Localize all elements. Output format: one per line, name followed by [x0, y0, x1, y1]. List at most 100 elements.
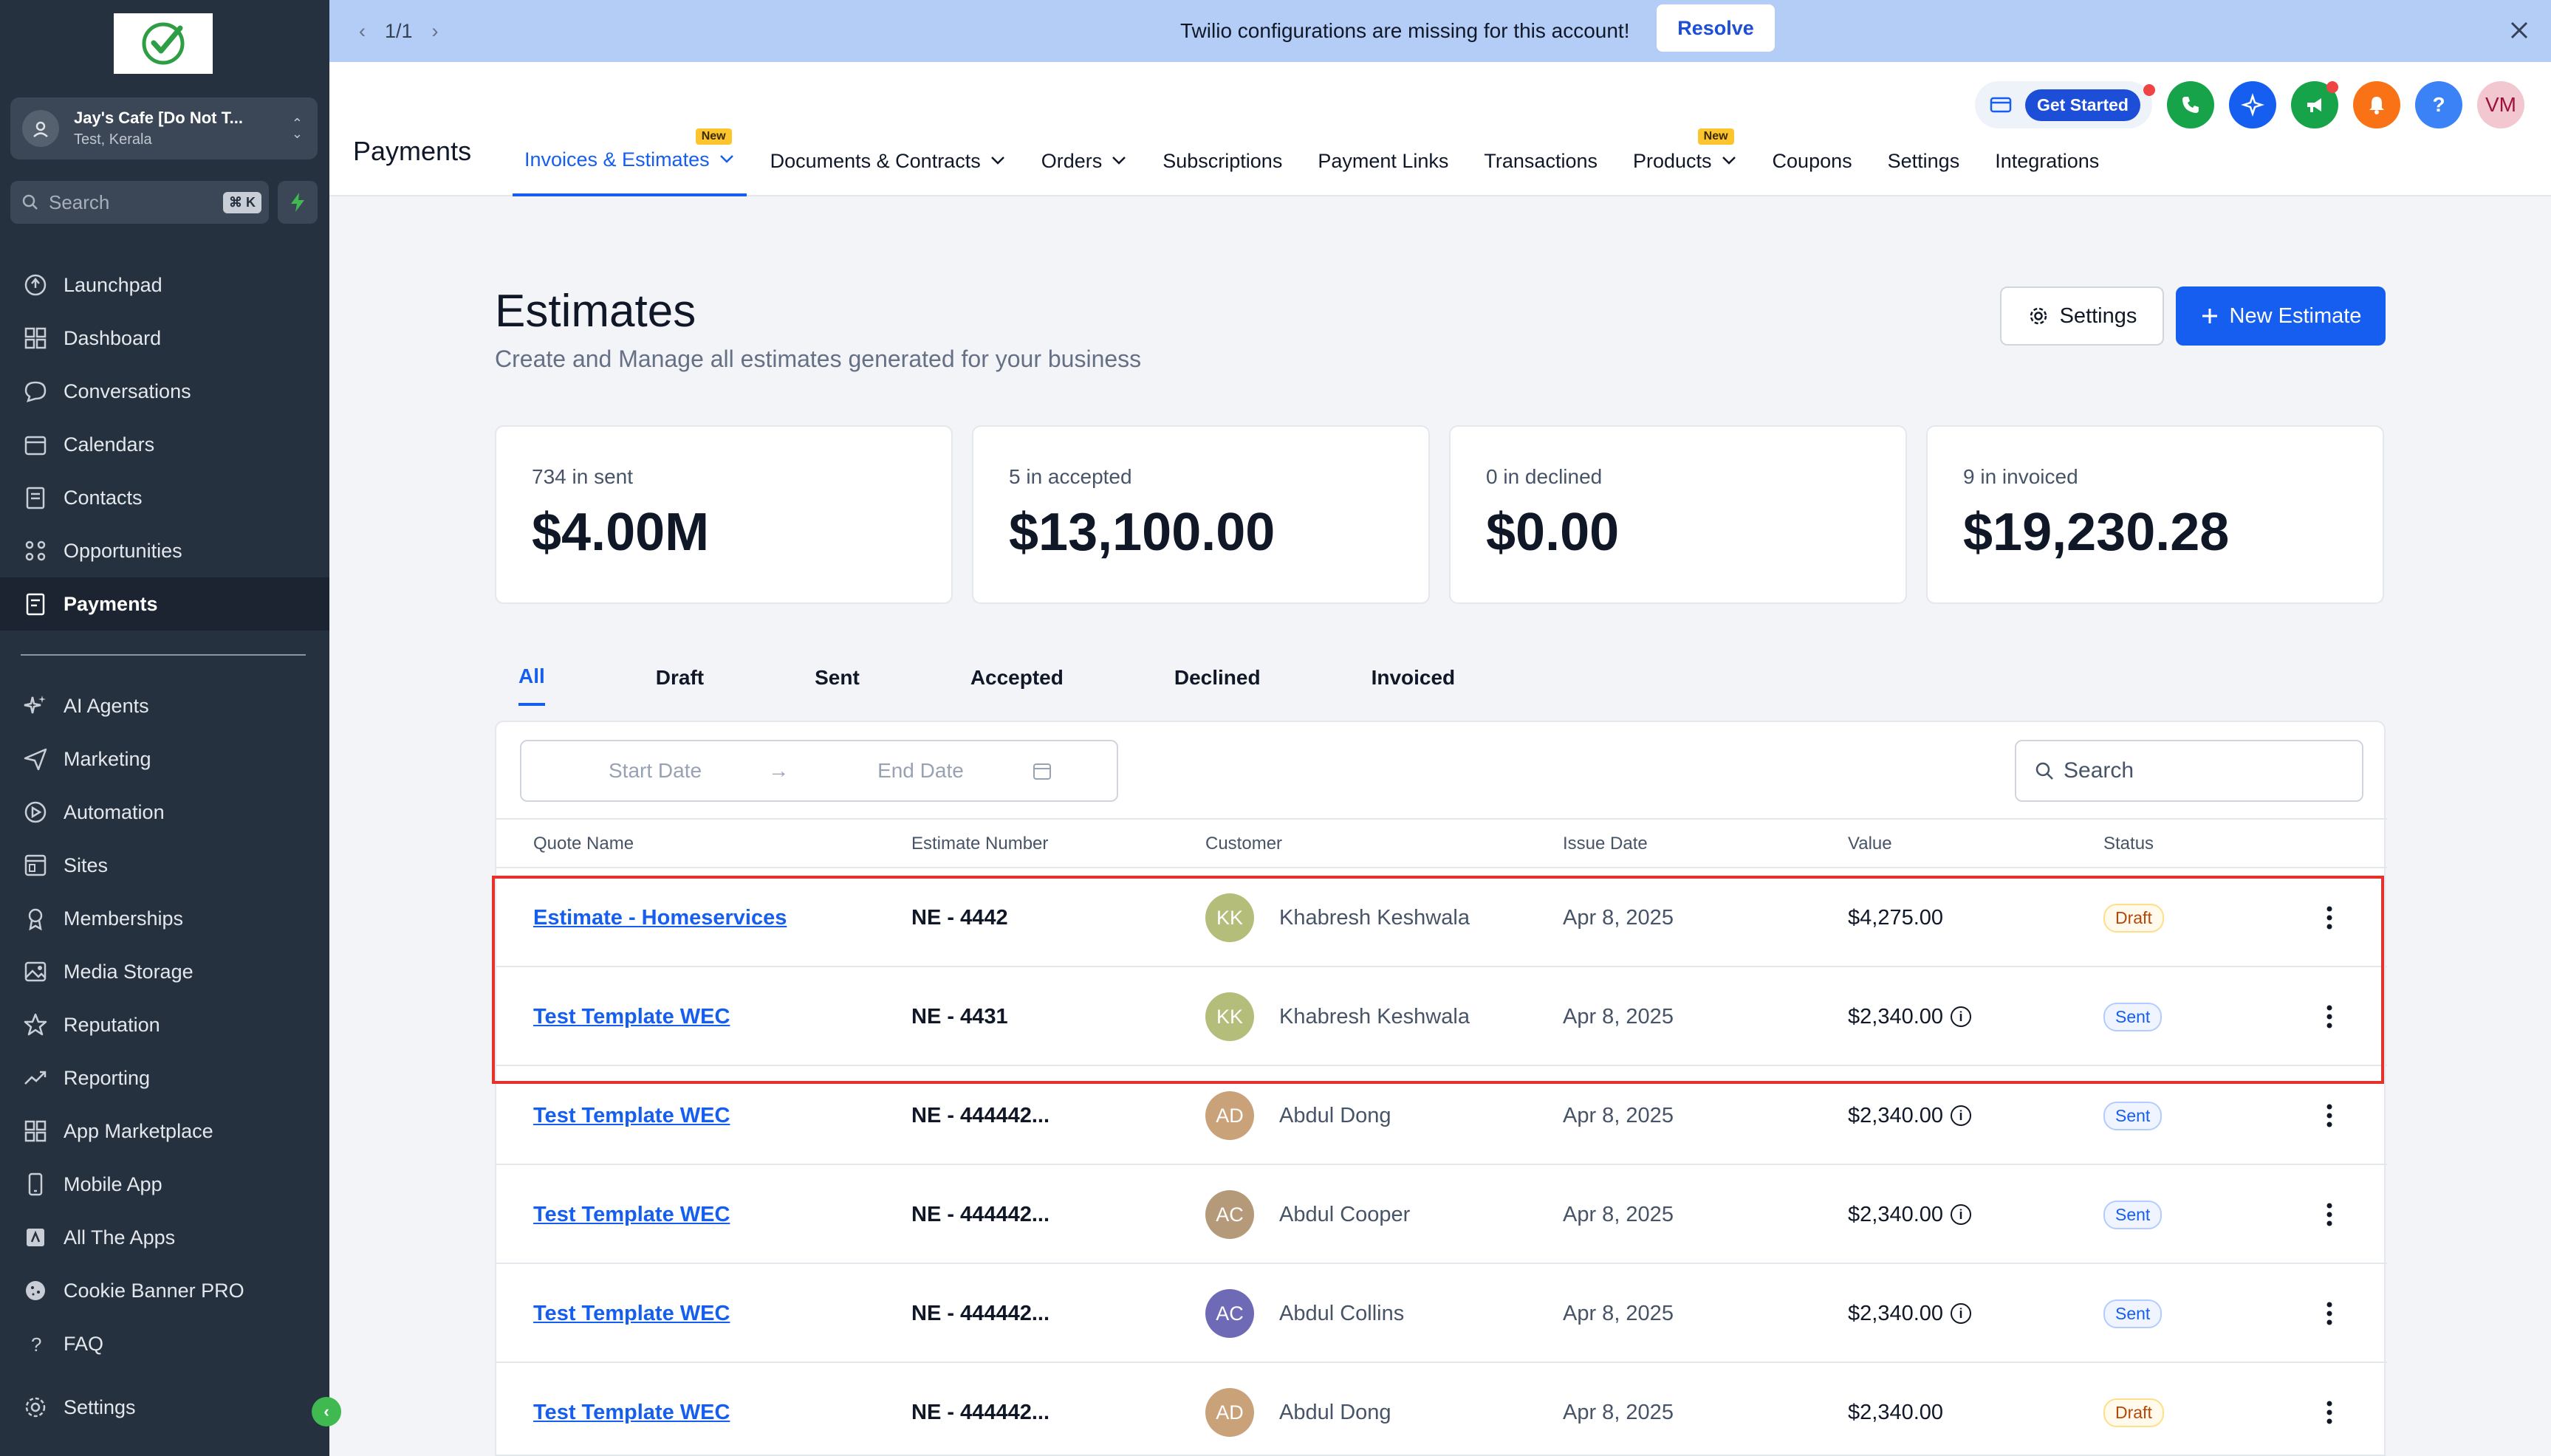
- end-date-input[interactable]: End Date: [877, 759, 964, 782]
- col-value[interactable]: Value: [1848, 834, 1892, 854]
- sidebar-item-app-marketplace[interactable]: App Marketplace: [0, 1105, 329, 1158]
- header-tabs: Invoices & Estimates New Documents & Contr…: [513, 126, 2123, 196]
- start-date-input[interactable]: Start Date: [609, 759, 702, 782]
- bell-icon[interactable]: [2353, 81, 2400, 128]
- sidebar-item-settings[interactable]: Settings: [0, 1381, 329, 1434]
- table-row[interactable]: Test Template WEC NE - 444442... AC Abdul C…: [496, 1165, 2387, 1264]
- more-options-icon[interactable]: [2315, 1363, 2344, 1456]
- more-options-icon[interactable]: [2315, 1264, 2344, 1363]
- sidebar-item-all-the-apps[interactable]: All The Apps: [0, 1211, 329, 1264]
- sidebar-item-media-storage[interactable]: Media Storage: [0, 945, 329, 998]
- tab-coupons[interactable]: Coupons: [1761, 126, 1864, 196]
- status-badge: Sent: [2103, 1299, 2163, 1328]
- tab-documents-contracts[interactable]: Documents & Contracts: [759, 126, 1018, 196]
- sidebar-item-cookie-banner-pro[interactable]: Cookie Banner PRO: [0, 1264, 329, 1317]
- get-started-button[interactable]: Get Started: [2025, 89, 2140, 121]
- close-icon[interactable]: [2501, 12, 2538, 49]
- tab-integrations[interactable]: Integrations: [1983, 126, 2111, 196]
- tab-settings[interactable]: Settings: [1876, 126, 1972, 196]
- filter-tab-sent[interactable]: Sent: [815, 666, 860, 689]
- new-estimate-button[interactable]: New Estimate: [2176, 286, 2386, 346]
- chevron-right-icon[interactable]: ›: [431, 19, 439, 42]
- sidebar-item-reporting[interactable]: Reporting: [0, 1051, 329, 1105]
- info-icon[interactable]: i: [1951, 1006, 1972, 1027]
- quote-name-link[interactable]: Test Template WEC: [533, 1400, 730, 1424]
- table-row[interactable]: Test Template WEC NE - 444442... AC Abdul C…: [496, 1264, 2387, 1363]
- filter-tab-draft[interactable]: Draft: [655, 666, 705, 689]
- sidebar-item-ai-agents[interactable]: AI Agents: [0, 679, 329, 732]
- sidebar-item-label: Payments: [64, 592, 158, 615]
- sidebar-item-launchpad[interactable]: Launchpad: [0, 258, 329, 312]
- table-row[interactable]: Test Template WEC NE - 4431 KK Khabresh Kes…: [496, 967, 2387, 1066]
- help-icon[interactable]: ?: [2415, 81, 2462, 128]
- tab-products[interactable]: Products New: [1621, 126, 1749, 196]
- sidebar-item-conversations[interactable]: Conversations: [0, 365, 329, 418]
- sidebar-item-faq[interactable]: ? FAQ: [0, 1317, 329, 1370]
- collapse-sidebar-button[interactable]: ‹: [312, 1397, 341, 1426]
- sidebar-item-marketing[interactable]: Marketing: [0, 732, 329, 786]
- sidebar-search[interactable]: Search ⌘ K: [10, 181, 269, 224]
- sidebar-item-dashboard[interactable]: Dashboard: [0, 312, 329, 365]
- quote-name-link[interactable]: Estimate - Homeservices: [533, 905, 787, 930]
- chevron-updown-icon: ⌃ ⌄: [291, 116, 303, 141]
- phone-icon[interactable]: [2167, 81, 2214, 128]
- sidebar-item-opportunities[interactable]: Opportunities: [0, 524, 329, 577]
- sidebar-item-payments[interactable]: Payments: [0, 577, 329, 631]
- megaphone-icon[interactable]: [2291, 81, 2338, 128]
- quote-name-link[interactable]: Test Template WEC: [533, 1301, 730, 1325]
- estimates-settings-button[interactable]: Settings: [2000, 286, 2164, 346]
- tab-subscriptions[interactable]: Subscriptions: [1151, 126, 1294, 196]
- sidebar-item-sites[interactable]: Sites: [0, 839, 329, 892]
- table-row[interactable]: Test Template WEC NE - 444442... AD Abdul D…: [496, 1363, 2387, 1456]
- company-logo[interactable]: [114, 13, 213, 74]
- get-started-widget[interactable]: Get Started: [1975, 81, 2155, 128]
- estimate-value: $2,340.00: [1848, 1103, 1944, 1127]
- resolve-button[interactable]: Resolve: [1657, 4, 1775, 52]
- user-avatar[interactable]: VM: [2477, 81, 2524, 128]
- table-search-input[interactable]: Search: [2015, 740, 2363, 802]
- sidebar-item-memberships[interactable]: Memberships: [0, 892, 329, 945]
- col-customer[interactable]: Customer: [1205, 834, 1283, 854]
- account-switcher[interactable]: Jay's Cafe [Do Not T... Test, Kerala ⌃ ⌄: [10, 97, 318, 159]
- filter-tab-invoiced[interactable]: Invoiced: [1371, 666, 1456, 689]
- quote-name-link[interactable]: Test Template WEC: [533, 1202, 730, 1226]
- calendar-icon: [22, 431, 49, 458]
- more-options-icon[interactable]: [2315, 1165, 2344, 1264]
- stat-label: 9 in invoiced: [1963, 465, 2078, 488]
- filter-tab-accepted[interactable]: Accepted: [970, 666, 1064, 689]
- table-row[interactable]: Test Template WEC NE - 444442... AD Abdul D…: [496, 1066, 2387, 1165]
- estimates-table: Start Date → End Date Search Quote Name …: [495, 721, 2387, 1456]
- info-icon[interactable]: i: [1951, 1204, 1972, 1225]
- sidebar-item-contacts[interactable]: Contacts: [0, 471, 329, 524]
- tab-orders[interactable]: Orders: [1030, 126, 1140, 196]
- filter-tab-all[interactable]: All: [518, 650, 545, 706]
- date-range-picker[interactable]: Start Date → End Date: [520, 740, 1118, 802]
- chevron-left-icon[interactable]: ‹: [359, 19, 366, 42]
- more-options-icon[interactable]: [2315, 1066, 2344, 1165]
- tab-transactions[interactable]: Transactions: [1472, 126, 1609, 196]
- ai-sparkle-icon[interactable]: [2229, 81, 2276, 128]
- more-options-icon[interactable]: [2315, 868, 2344, 967]
- sidebar-item-reputation[interactable]: Reputation: [0, 998, 329, 1051]
- filter-tab-declined[interactable]: Declined: [1174, 666, 1261, 689]
- sidebar-item-automation[interactable]: Automation: [0, 786, 329, 839]
- col-estimate-number[interactable]: Estimate Number: [911, 834, 1049, 854]
- col-status[interactable]: Status: [2103, 834, 2154, 854]
- quote-name-link[interactable]: Test Template WEC: [533, 1103, 730, 1127]
- tab-payment-links[interactable]: Payment Links: [1306, 126, 1460, 196]
- sidebar-item-mobile-app[interactable]: Mobile App: [0, 1158, 329, 1211]
- info-icon[interactable]: i: [1951, 1303, 1972, 1324]
- col-issue-date[interactable]: Issue Date: [1563, 834, 1648, 854]
- tab-label: Subscriptions: [1162, 149, 1283, 172]
- tab-invoices-estimates[interactable]: Invoices & Estimates New: [513, 126, 747, 196]
- quote-name-link[interactable]: Test Template WEC: [533, 1004, 730, 1029]
- issue-date: Apr 8, 2025: [1563, 1301, 1674, 1325]
- table-row[interactable]: Estimate - Homeservices NE - 4442 KK Khabre…: [496, 868, 2387, 967]
- col-quote-name[interactable]: Quote Name: [533, 834, 634, 854]
- more-options-icon[interactable]: [2315, 967, 2344, 1066]
- info-icon[interactable]: i: [1951, 1105, 1972, 1126]
- sidebar-item-calendars[interactable]: Calendars: [0, 418, 329, 471]
- trend-icon: [22, 1065, 49, 1091]
- tab-label: Invoices & Estimates: [524, 148, 710, 171]
- quick-action-button[interactable]: [278, 181, 318, 224]
